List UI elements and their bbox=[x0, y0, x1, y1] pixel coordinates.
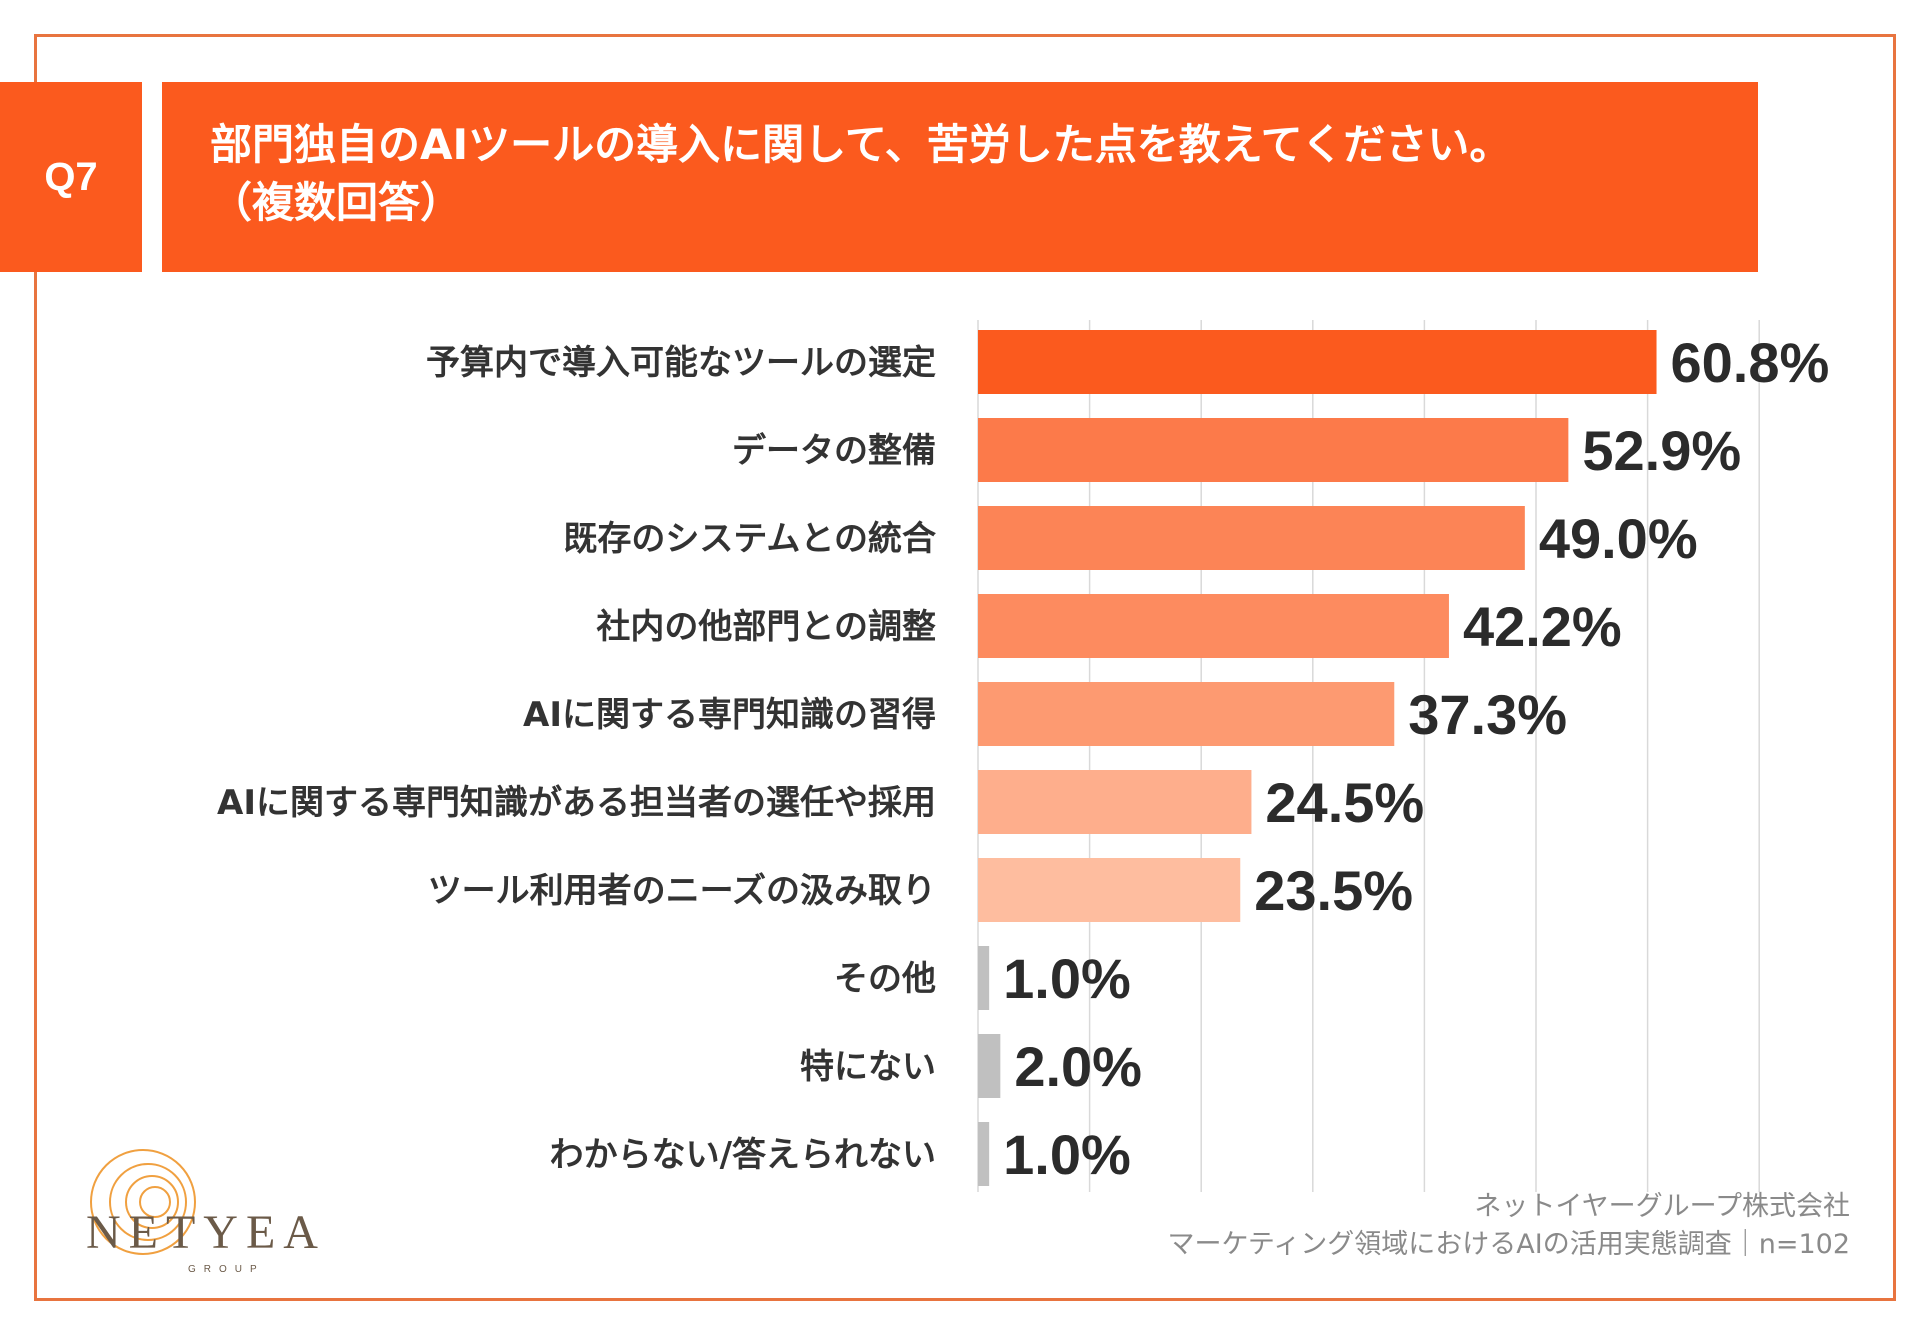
value-label: 37.3% bbox=[1408, 683, 1567, 746]
bar bbox=[978, 946, 990, 1010]
bar bbox=[978, 594, 1449, 658]
value-label: 42.2% bbox=[1463, 595, 1622, 658]
bar bbox=[978, 1122, 990, 1186]
category-label: 既存のシステムとの統合 bbox=[563, 519, 936, 559]
value-label: 1.0% bbox=[1003, 947, 1131, 1010]
value-label: 23.5% bbox=[1254, 859, 1413, 922]
logo-subtext: GROUP bbox=[188, 1264, 265, 1275]
category-label: 特にない bbox=[800, 1047, 936, 1087]
category-label: 予算内で導入可能なツールの選定 bbox=[426, 343, 936, 383]
category-label: データの整備 bbox=[732, 431, 936, 471]
category-label: わからない/答えられない bbox=[550, 1135, 936, 1175]
bar bbox=[978, 858, 1241, 922]
value-label: 52.9% bbox=[1582, 419, 1741, 482]
value-label: 49.0% bbox=[1539, 507, 1698, 570]
category-label: ツール利用者のニーズの汲み取り bbox=[428, 871, 936, 911]
question-title-line2: （複数回答） bbox=[210, 178, 463, 227]
value-label: 1.0% bbox=[1003, 1123, 1131, 1186]
logo-text: NETYEAR bbox=[86, 1206, 318, 1259]
source-company: ネットイヤーグループ株式会社 bbox=[1474, 1191, 1850, 1222]
value-label: 24.5% bbox=[1265, 771, 1424, 834]
bar bbox=[978, 418, 1569, 482]
source-survey: マーケティング領域におけるAIの活用実態調査｜n=102 bbox=[1167, 1229, 1850, 1260]
bar bbox=[978, 770, 1252, 834]
outer-frame bbox=[34, 34, 1896, 1301]
bar bbox=[978, 506, 1525, 570]
bar bbox=[978, 682, 1395, 746]
category-label: 社内の他部門との調整 bbox=[596, 607, 936, 647]
question-title-line1: 部門独自のAIツールの導入に関して、苦労した点を教えてください。 bbox=[210, 120, 1512, 169]
logo-spiral-icon bbox=[90, 1149, 196, 1255]
value-label: 2.0% bbox=[1014, 1035, 1142, 1098]
question-title: 部門独自のAIツールの導入に関して、苦労した点を教えてください。 （複数回答） bbox=[162, 82, 1758, 272]
question-number-badge: Q7 bbox=[0, 82, 142, 272]
bar bbox=[978, 330, 1657, 394]
netyear-logo: NETYEAR GROUP bbox=[86, 1149, 318, 1275]
value-label: 60.8% bbox=[1671, 331, 1830, 394]
bar bbox=[978, 1034, 1001, 1098]
category-label: AIに関する専門知識がある担当者の選任や採用 bbox=[217, 783, 936, 823]
category-label: その他 bbox=[834, 959, 936, 999]
category-label: AIに関する専門知識の習得 bbox=[523, 695, 936, 735]
source-note: ネットイヤーグループ株式会社 マーケティング領域におけるAIの活用実態調査｜n=… bbox=[1167, 1188, 1850, 1264]
